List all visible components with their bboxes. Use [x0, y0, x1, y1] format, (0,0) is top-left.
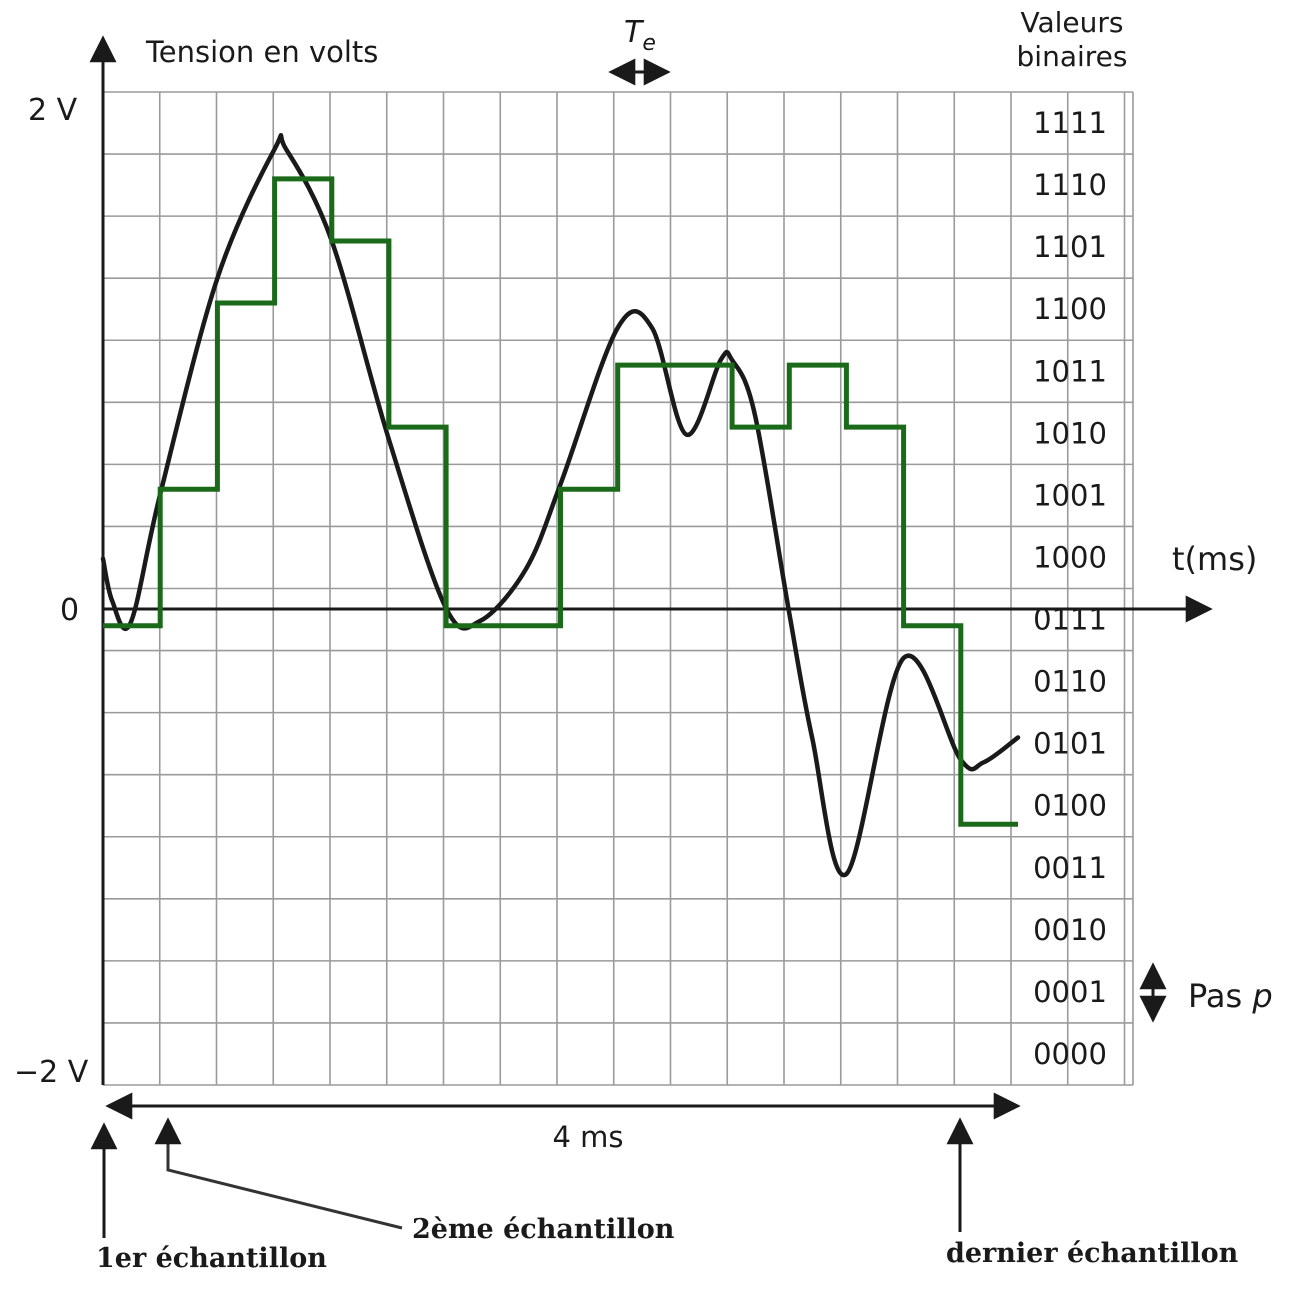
step-label-symbol: p — [1251, 977, 1272, 1015]
last-sample-label: dernier échantillon — [946, 1238, 1239, 1269]
binary-code-1011: 1011 — [1033, 354, 1107, 388]
binary-code-0011: 0011 — [1033, 851, 1107, 885]
x-axis-label: t(ms) — [1172, 540, 1257, 578]
y-tick-label-bottom: −2 V — [14, 1055, 89, 1090]
binary-code-0110: 0110 — [1033, 665, 1107, 699]
binary-code-1111: 1111 — [1033, 106, 1107, 140]
binary-code-0111: 0111 — [1033, 603, 1107, 637]
duration-label: 4 ms — [552, 1120, 623, 1154]
binary-code-0010: 0010 — [1033, 913, 1107, 947]
step-annotation: Pas p — [1139, 962, 1273, 1023]
binary-header-line-1: Valeurs — [1021, 6, 1124, 39]
binary-code-0101: 0101 — [1033, 727, 1107, 761]
sampling-period-annotation: Te — [608, 15, 671, 86]
binary-code-0100: 0100 — [1033, 789, 1107, 823]
y-tick-label-zero: 0 — [60, 593, 79, 628]
binary-code-1000: 1000 — [1033, 540, 1107, 574]
binary-code-1101: 1101 — [1033, 230, 1107, 264]
second-sample-label: 2ème échantillon — [412, 1214, 675, 1245]
y-axis-label: Tension en volts — [145, 35, 378, 69]
series-quantized-signal — [103, 176, 1018, 827]
sampling-period-subscript: e — [642, 31, 656, 56]
binary-code-0001: 0001 — [1033, 975, 1107, 1009]
series-analog-signal — [100, 133, 1021, 878]
binary-code-0000: 0000 — [1033, 1037, 1107, 1071]
step-label: Pas p — [1188, 977, 1273, 1015]
binary-code-1010: 1010 — [1033, 416, 1107, 450]
binary-code-1110: 1110 — [1033, 168, 1107, 202]
second-sample-arrow — [154, 1117, 403, 1230]
binary-codes: 1111 1110 1101 1100 1011 1010 1001 1000 … — [1033, 106, 1107, 1071]
chart-grid — [102, 91, 1134, 1086]
binary-code-1100: 1100 — [1033, 292, 1107, 326]
y-tick-label-top: 2 V — [28, 93, 78, 128]
sampling-period-label: Te — [624, 15, 656, 56]
binary-code-1001: 1001 — [1033, 478, 1107, 512]
binary-header-line-2: binaires — [1017, 40, 1128, 73]
first-sample-label: 1er échantillon — [96, 1243, 327, 1274]
sampling-period-symbol: T — [624, 15, 645, 50]
step-label-word: Pas — [1188, 977, 1242, 1015]
